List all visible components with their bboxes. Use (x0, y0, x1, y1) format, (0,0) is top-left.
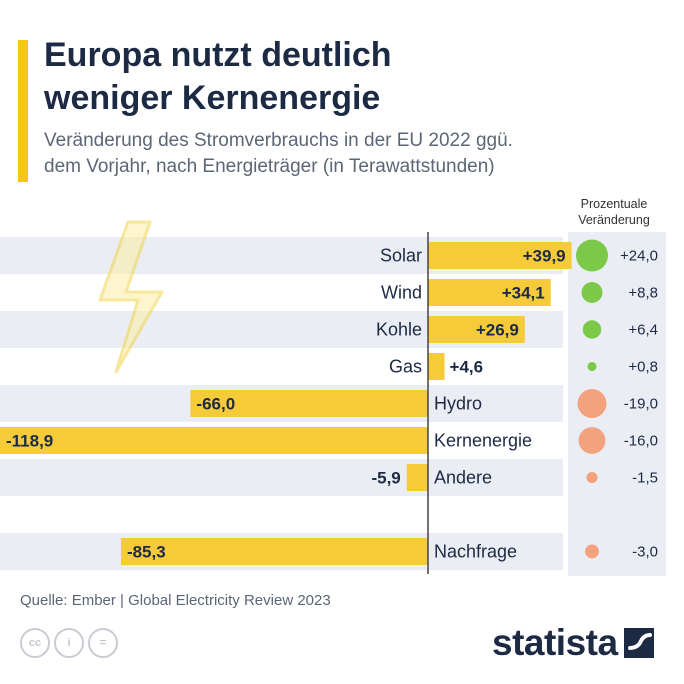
value-label: -85,3 (127, 543, 166, 562)
value-label: +26,9 (476, 321, 519, 340)
percent-label: +24,0 (620, 248, 658, 265)
percent-label: -3,0 (632, 544, 658, 561)
category-label: Kohle (376, 320, 422, 340)
category-label: Kernenergie (434, 431, 532, 451)
cc-icon: cc (20, 628, 50, 658)
page-title: Europa nutzt deutlich weniger Kernenergi… (44, 34, 664, 120)
statista-logo-icon (623, 628, 654, 658)
value-label: -66,0 (196, 395, 235, 414)
percent-label: -16,0 (624, 433, 658, 450)
no-derivatives-icon: = (88, 628, 118, 658)
percent-bubble (578, 427, 606, 454)
percent-bubble (587, 361, 597, 372)
percent-bubble (585, 544, 599, 559)
percent-bubble (582, 320, 602, 339)
category-label: Solar (380, 246, 422, 266)
percent-label: -1,5 (632, 470, 658, 487)
bar-kohle (428, 316, 525, 343)
percent-bubbles: +24,0 +8,8 +6,4 +0,8 -19,0 -16,0 -1,5 -3,0 (576, 239, 658, 561)
category-label: Wind (381, 283, 422, 303)
category-label: Gas (389, 357, 422, 377)
source-note: Quelle: Ember | Global Electricity Revie… (20, 592, 331, 609)
bar-gas (428, 353, 445, 380)
value-label: -5,9 (371, 469, 400, 488)
value-label: -118,9 (6, 432, 53, 451)
bar-andere (406, 464, 428, 491)
lightning-icon (98, 220, 164, 374)
percent-label: +6,4 (628, 322, 658, 339)
percent-bubble (586, 472, 598, 483)
bar-hydro (190, 390, 428, 417)
percent-label: +0,8 (628, 359, 658, 376)
percent-bubble (577, 389, 607, 418)
percent-bubble (581, 282, 603, 303)
attribution-icon: i (54, 628, 84, 658)
bar-kernenergie (0, 427, 428, 454)
title-line-2: weniger Kernenergie (44, 79, 381, 117)
bar-wind (428, 279, 551, 306)
brand-name: statista (492, 622, 618, 663)
row-band (0, 459, 563, 496)
title-accent-bar (18, 40, 28, 182)
bar-nachfrage (120, 538, 428, 565)
subtitle-line-1: Veränderung des Stromverbrauchs in der E… (44, 130, 513, 151)
value-label: +4,6 (450, 358, 484, 377)
bars (0, 242, 572, 565)
value-label: +39,9 (523, 247, 566, 266)
percent-header-line-2: Veränderung (578, 213, 650, 227)
percent-label: -19,0 (624, 396, 658, 413)
percent-label: +8,8 (628, 285, 658, 302)
percent-change-header: Prozentuale Veränderung (562, 196, 666, 228)
value-label: +34,1 (502, 284, 545, 303)
title-line-1: Europa nutzt deutlich (44, 36, 392, 74)
category-label: Andere (434, 468, 492, 488)
license-icons: cc i = (20, 628, 118, 658)
category-label: Hydro (434, 394, 482, 414)
labels: +39,9 Solar +34,1 Wind +26,9 Kohle +4,6 Gas -66,… (6, 246, 566, 562)
bar-solar (428, 242, 572, 269)
statista-logo: statista (492, 620, 654, 666)
percent-bubble (576, 239, 608, 272)
category-label: Nachfrage (434, 542, 517, 562)
page-subtitle: Veränderung des Stromverbrauchs in der E… (44, 128, 664, 180)
subtitle-line-2: dem Vorjahr, nach Energieträger (in Tera… (44, 156, 495, 177)
percent-header-line-1: Prozentuale (580, 197, 648, 211)
